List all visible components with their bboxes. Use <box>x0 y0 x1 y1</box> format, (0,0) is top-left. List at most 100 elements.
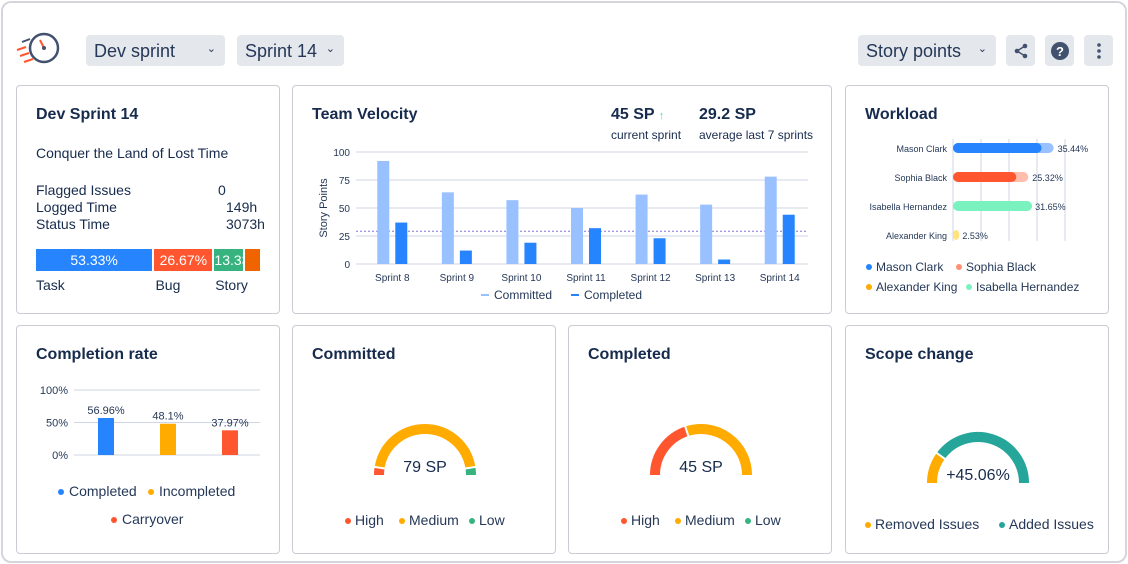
stat-label: Flagged Issues <box>36 182 131 198</box>
workload-value: 35.44% <box>1058 144 1089 154</box>
workload-name: Isabella Hernandez <box>869 202 947 212</box>
card-title: Completed <box>588 346 671 363</box>
sprint-summary-card: Dev Sprint 14 Conquer the Land of Lost T… <box>16 85 280 314</box>
bar-committed <box>700 204 713 264</box>
stat-label: Logged Time <box>36 199 117 215</box>
gauge-center-value: 45 SP <box>679 459 723 476</box>
issue-type-label: Story <box>215 277 248 293</box>
current-value: 45 SP <box>611 106 655 123</box>
gauge-segment <box>650 426 689 476</box>
sprint-select[interactable]: Sprint 14 ⌄ <box>237 35 344 66</box>
bar-completed <box>653 238 666 264</box>
stopwatch-logo <box>16 32 60 64</box>
bar-completed <box>524 242 537 264</box>
legend-label: High <box>355 512 384 528</box>
issue-type-label: Task <box>36 277 65 293</box>
y-tick-label: 0% <box>52 450 68 462</box>
bar-committed <box>506 200 519 264</box>
completed-gauge: High Medium Low <box>621 424 782 528</box>
legend-dot <box>345 518 351 524</box>
more-button[interactable] <box>1084 35 1113 66</box>
y-tick-label: 25 <box>339 232 351 243</box>
svg-text:?: ? <box>1056 44 1064 59</box>
legend-label: Medium <box>685 512 735 528</box>
gauge-segment <box>927 453 945 484</box>
legend-swatch <box>571 294 579 296</box>
completion-bar <box>98 417 114 455</box>
help-icon: ? <box>1050 41 1069 60</box>
x-tick-label: Sprint 11 <box>566 273 606 284</box>
legend-label: Medium <box>409 512 459 528</box>
bar-label: 37.97% <box>211 417 249 429</box>
sprint-goal: Conquer the Land of Lost Time <box>36 145 229 161</box>
completion-bar <box>222 430 238 455</box>
legend-label: Carryover <box>122 511 184 527</box>
bar-label: 56.96% <box>87 405 125 417</box>
legend-dot <box>966 284 972 290</box>
more-vertical-icon <box>1096 42 1101 59</box>
bar-completed <box>782 214 795 264</box>
stat-value: 3073h <box>226 216 265 232</box>
legend-label: Incompleted <box>159 483 235 499</box>
x-tick-label: Sprint 14 <box>760 273 800 284</box>
x-tick-label: Sprint 13 <box>695 273 735 284</box>
issue-type-labels: Task Bug Story <box>36 277 260 295</box>
bar-completed <box>395 222 408 264</box>
gauge-divider <box>935 451 947 461</box>
gauge-center-value: 79 SP <box>403 459 447 476</box>
workload-value: 2.53% <box>962 231 988 241</box>
workload-name: Sophia Black <box>894 173 947 183</box>
card-title: Completion rate <box>36 346 158 363</box>
legend-label: Committed <box>494 288 552 302</box>
issue-type-segment[interactable]: 53.33% <box>36 249 153 271</box>
legend-dot <box>866 284 872 290</box>
gauge-segment <box>685 424 752 476</box>
stat-value: 0 <box>218 182 226 198</box>
card-title: Dev Sprint 14 <box>36 106 139 123</box>
committed-card: Committed High Medium Low 79 SP <box>292 325 556 554</box>
scope-gauge: Removed Issues Added Issues <box>865 432 1094 532</box>
current-sprint-value: 45 SP ↑ <box>611 106 664 124</box>
y-tick-label: 50% <box>46 418 68 430</box>
issue-type-label: Bug <box>155 277 181 293</box>
board-select-value: Dev sprint <box>94 41 176 61</box>
velocity-chart: 0 25 50 75 100 Story Points Sprint 8 Sprint 9 Sp… <box>318 148 808 302</box>
legend-label: Alexander King <box>876 280 957 294</box>
legend-label: Completed <box>584 288 642 302</box>
card-title: Scope change <box>865 346 974 363</box>
bar-committed <box>764 176 777 264</box>
bar-committed <box>635 194 648 264</box>
legend-dot <box>58 489 64 495</box>
scope-change-card: Scope change Removed Issues Added Issues … <box>845 325 1109 554</box>
current-sprint-label: current sprint <box>611 128 682 142</box>
legend-dot <box>469 518 475 524</box>
bar-committed <box>377 160 390 264</box>
y-axis-label: Story Points <box>318 178 330 238</box>
card-title: Committed <box>312 346 396 363</box>
x-tick-label: Sprint 8 <box>375 273 410 284</box>
legend-dot <box>148 489 154 495</box>
help-button[interactable]: ? <box>1045 35 1074 66</box>
arrow-up-icon: ↑ <box>658 110 665 122</box>
issue-type-segment[interactable]: 13.33% <box>214 249 244 271</box>
workload-card: Workload Mason Clark 35.44% Sophia Black 25… <box>845 85 1109 314</box>
legend-label: High <box>631 512 660 528</box>
metric-select[interactable]: Story points ⌄ <box>858 35 996 66</box>
y-tick-label: 0 <box>344 260 350 271</box>
legend-label: Sophia Black <box>966 260 1037 274</box>
sprint-select-value: Sprint 14 <box>245 41 318 61</box>
bar-completed <box>459 250 472 264</box>
legend-label: Mason Clark <box>876 260 944 274</box>
committed-gauge: High Medium Low <box>345 424 506 528</box>
x-tick-label: Sprint 9 <box>440 273 475 284</box>
share-button[interactable] <box>1006 35 1035 66</box>
board-select[interactable]: Dev sprint ⌄ <box>86 35 225 66</box>
y-tick-label: 75 <box>339 176 351 187</box>
legend-dot <box>399 518 405 524</box>
workload-bar <box>953 143 1042 153</box>
issue-type-segment[interactable] <box>245 249 261 271</box>
y-tick-label: 100% <box>40 385 68 397</box>
issue-type-segment[interactable]: 26.67% <box>154 249 213 271</box>
legend-dot <box>866 264 872 270</box>
workload-name: Mason Clark <box>896 144 947 154</box>
